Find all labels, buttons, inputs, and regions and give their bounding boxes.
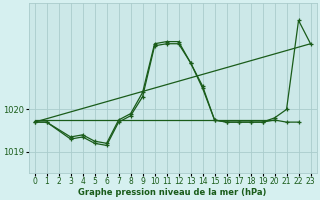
X-axis label: Graphe pression niveau de la mer (hPa): Graphe pression niveau de la mer (hPa)	[78, 188, 267, 197]
